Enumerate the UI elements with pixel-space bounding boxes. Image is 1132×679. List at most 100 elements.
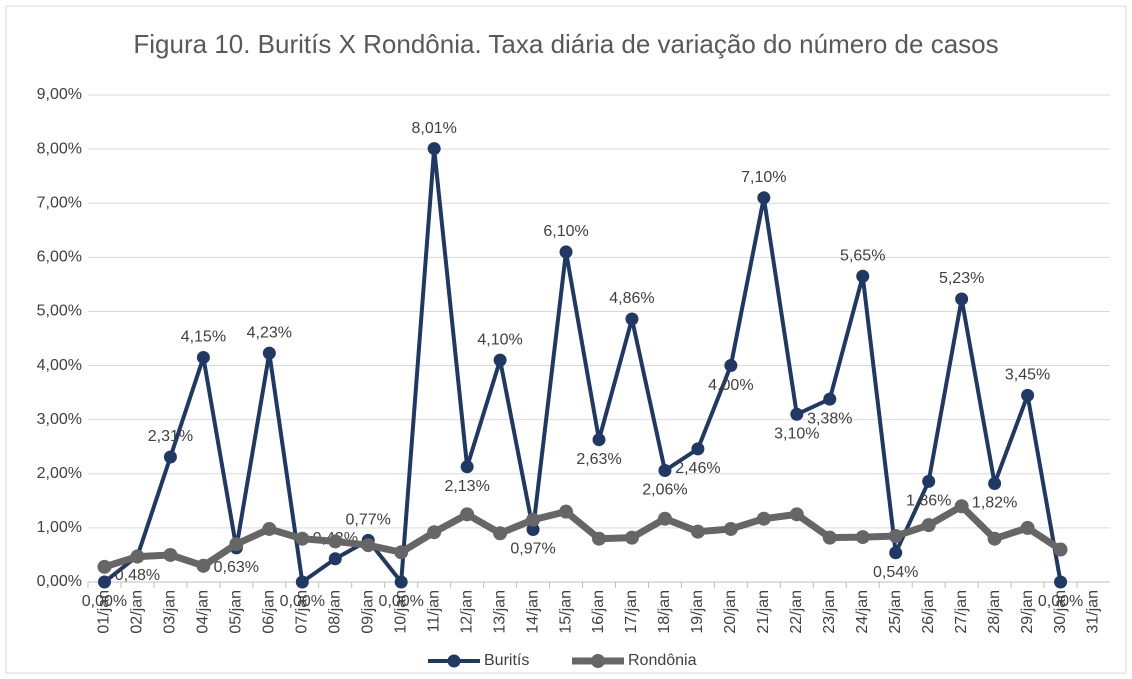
data-point: [1054, 575, 1068, 589]
x-tick-label: 04/jan: [195, 590, 212, 634]
data-label: 2,63%: [576, 451, 621, 468]
data-label: 3,10%: [774, 425, 819, 442]
x-tick-label: 31/jan: [1085, 590, 1102, 634]
data-label: 5,65%: [840, 247, 885, 264]
data-point: [657, 511, 672, 526]
data-point: [1053, 542, 1068, 557]
data-point: [196, 350, 210, 364]
data-label: 4,15%: [181, 329, 226, 346]
x-tick-label: 25/jan: [887, 590, 904, 634]
data-point: [295, 531, 310, 546]
legend-marker: [591, 654, 605, 668]
x-tick-label: 16/jan: [590, 590, 607, 634]
data-point: [460, 460, 474, 474]
x-tick-label: 13/jan: [491, 590, 508, 634]
data-point: [757, 191, 771, 205]
series-line: [103, 502, 1063, 571]
y-tick-label: 2,00%: [37, 465, 82, 482]
data-label: 4,10%: [477, 331, 522, 348]
data-label: 4,00%: [708, 377, 753, 394]
data-point: [592, 531, 606, 546]
x-tick-label: 12/jan: [458, 590, 475, 634]
data-point: [262, 521, 277, 536]
x-tick-label: 02/jan: [129, 590, 146, 634]
data-point: [1020, 520, 1035, 535]
data-label: 0,97%: [510, 541, 555, 558]
data-point: [625, 312, 639, 326]
data-label: 2,13%: [444, 478, 489, 495]
data-point: [856, 269, 870, 283]
x-tick-label: 05/jan: [228, 590, 245, 634]
chart-title: Figura 10. Buritís X Rondônia. Taxa diár…: [133, 29, 999, 59]
data-point: [889, 546, 903, 560]
data-label: 1,86%: [906, 493, 951, 510]
data-label: 0,00%: [280, 593, 325, 610]
data-point: [954, 499, 969, 514]
y-tick-label: 8,00%: [37, 140, 82, 157]
data-point: [823, 392, 837, 406]
data-point: [427, 525, 442, 540]
x-tick-label: 08/jan: [326, 590, 343, 634]
y-tick-label: 7,00%: [37, 194, 82, 211]
x-tick-label: 19/jan: [689, 590, 706, 634]
data-point: [955, 292, 969, 306]
data-label: 6,10%: [543, 223, 588, 240]
data-point: [97, 575, 111, 589]
data-point: [690, 524, 705, 539]
data-point: [196, 558, 211, 573]
data-point: [163, 450, 177, 464]
data-point: [229, 537, 244, 552]
data-point: [130, 549, 145, 564]
data-label: 4,23%: [247, 324, 292, 341]
x-tick-label: 09/jan: [359, 590, 376, 634]
x-tick-label: 28/jan: [986, 590, 1003, 634]
data-point: [460, 507, 475, 522]
data-point: [987, 531, 1002, 546]
data-label: 0,63%: [214, 559, 259, 576]
data-point: [262, 346, 276, 360]
data-point: [559, 245, 573, 259]
x-tick-label: 27/jan: [953, 590, 970, 634]
data-point: [790, 407, 804, 421]
data-label: 0,48%: [115, 567, 160, 584]
data-point: [592, 433, 606, 447]
data-point: [658, 464, 672, 478]
y-tick-label: 5,00%: [37, 303, 82, 320]
x-tick-label: 14/jan: [524, 590, 541, 634]
y-tick-label: 1,00%: [37, 519, 82, 536]
data-point: [789, 507, 804, 522]
data-point: [922, 474, 936, 488]
x-tick-label: 18/jan: [656, 590, 673, 634]
data-point: [394, 545, 409, 560]
x-tick-label: 10/jan: [392, 590, 409, 634]
data-label: 1,82%: [972, 495, 1017, 512]
y-tick-label: 9,00%: [37, 86, 82, 103]
x-tick-label: 15/jan: [557, 590, 574, 634]
x-tick-label: 01/jan: [96, 590, 113, 634]
data-point: [493, 353, 507, 367]
x-tick-label: 06/jan: [261, 590, 278, 634]
data-point: [559, 504, 574, 519]
data-label: 0,00%: [379, 593, 424, 610]
x-tick-label: 22/jan: [788, 590, 805, 634]
data-label: 2,06%: [642, 482, 687, 499]
data-point: [822, 530, 837, 545]
legend-marker: [447, 654, 461, 668]
data-point: [723, 521, 738, 536]
data-point: [394, 575, 408, 589]
x-tick-label: 26/jan: [920, 590, 937, 634]
data-label: 2,46%: [675, 460, 720, 477]
data-point: [328, 552, 342, 566]
x-tick-label: 21/jan: [755, 590, 772, 634]
x-tick-label: 20/jan: [722, 590, 739, 634]
data-label: 0,00%: [1038, 593, 1083, 610]
x-tick-label: 29/jan: [1019, 590, 1036, 634]
data-point: [427, 142, 441, 156]
data-label: 5,23%: [939, 270, 984, 287]
y-tick-label: 3,00%: [37, 411, 82, 428]
y-tick-label: 6,00%: [37, 249, 82, 266]
x-tick-label: 17/jan: [623, 590, 640, 634]
data-point: [624, 530, 639, 545]
